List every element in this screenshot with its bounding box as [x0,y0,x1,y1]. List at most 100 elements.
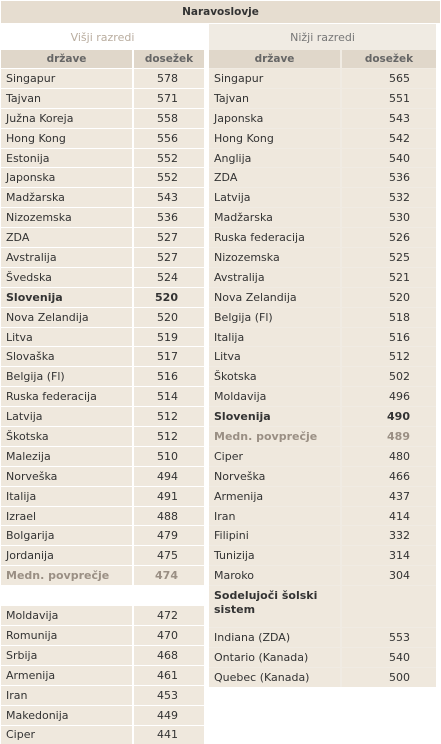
country-cell: Iran [209,507,340,526]
score-cell: 514 [134,387,204,406]
score-cell: 414 [342,507,436,526]
score-cell: 519 [134,328,204,347]
score-cell: 520 [134,288,204,307]
sub-header-blank [342,586,436,627]
score-cell: 479 [134,526,204,545]
participating-systems-header: Sodelujoči šolski sistem [209,586,436,627]
score-cell: 552 [134,168,204,187]
score-cell: 524 [134,268,204,287]
country-cell: Jordanija [1,546,132,565]
country-cell: Armenija [1,666,132,685]
country-cell: Nova Zelandija [1,308,132,327]
country-cell: Makedonija [1,706,132,725]
score-cell: 521 [342,268,436,287]
score-cell: 488 [134,507,204,526]
country-cell: Nova Zelandija [209,288,340,307]
header-country: države [1,50,132,68]
score-cell: 437 [342,487,436,506]
country-cell: Medn. povprečje [1,566,132,585]
country-cell: Litva [209,347,340,366]
score-cell: 536 [342,168,436,187]
score-cell: 512 [134,407,204,426]
country-cell: Ontario (Kanada) [209,648,340,667]
score-cell: 314 [342,546,436,565]
country-cell: Moldavija [209,387,340,406]
country-cell: Latvija [1,407,132,426]
country-cell: Madžarska [209,208,340,227]
country-cell: Škotska [1,427,132,446]
country-cell: Iran [1,686,132,705]
score-cell: 489 [342,427,436,446]
score-cell: 536 [134,208,204,227]
country-cell: Armenija [209,487,340,506]
sub-header-label: Sodelujoči šolski sistem [209,586,340,627]
score-cell: 525 [342,248,436,267]
score-cell: 490 [342,407,436,426]
score-cell: 558 [134,109,204,128]
country-cell: Avstralija [209,268,340,287]
country-cell: Filipini [209,526,340,545]
column-headers-left: države dosežek [1,50,204,68]
column-headers-right: države dosežek [209,50,436,68]
score-cell: 542 [342,129,436,148]
score-cell: 578 [134,69,204,88]
score-cell: 520 [342,288,436,307]
country-cell: Romunija [1,626,132,645]
country-cell: Slovaška [1,347,132,366]
table-row: Belgija (Fl)518 [209,308,436,327]
score-cell: 543 [342,109,436,128]
score-cell: 571 [134,89,204,108]
score-cell: 470 [134,626,204,645]
score-cell: 332 [342,526,436,545]
country-cell: Belgija (Fl) [209,308,340,327]
score-cell: 540 [342,648,436,667]
country-cell: Belgija (Fl) [1,367,132,386]
country-cell: Hong Kong [209,129,340,148]
country-cell: Tunizija [209,546,340,565]
table-row: Ontario (Kanada)540 [209,648,436,667]
score-cell: 496 [342,387,436,406]
score-cell: 474 [134,566,204,585]
score-cell: 517 [134,347,204,366]
country-cell: Indiana (ZDA) [209,628,340,647]
score-cell: 527 [134,228,204,247]
country-cell: Slovenija [1,288,132,307]
country-cell: Škotska [209,367,340,386]
country-cell: Ruska federacija [209,228,340,247]
country-cell: Ciper [209,447,340,466]
country-cell: Malezija [1,447,132,466]
score-cell: 512 [134,427,204,446]
group-header-lower: Nižji razredi [209,24,436,50]
table-row: Belgija (Fl)516 [1,367,204,386]
group-header-upper: Višji razredi [1,24,204,50]
